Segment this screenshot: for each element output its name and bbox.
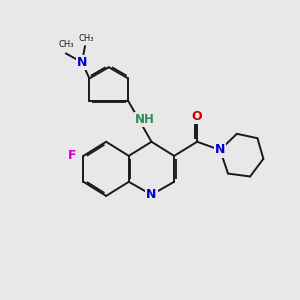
Text: NH: NH [135, 113, 155, 126]
Text: N: N [215, 143, 225, 157]
Text: F: F [68, 149, 76, 162]
Text: N: N [146, 188, 157, 201]
Text: CH₃: CH₃ [79, 34, 94, 43]
Text: N: N [77, 56, 87, 69]
Text: O: O [192, 110, 203, 123]
Text: CH₃: CH₃ [58, 40, 74, 49]
